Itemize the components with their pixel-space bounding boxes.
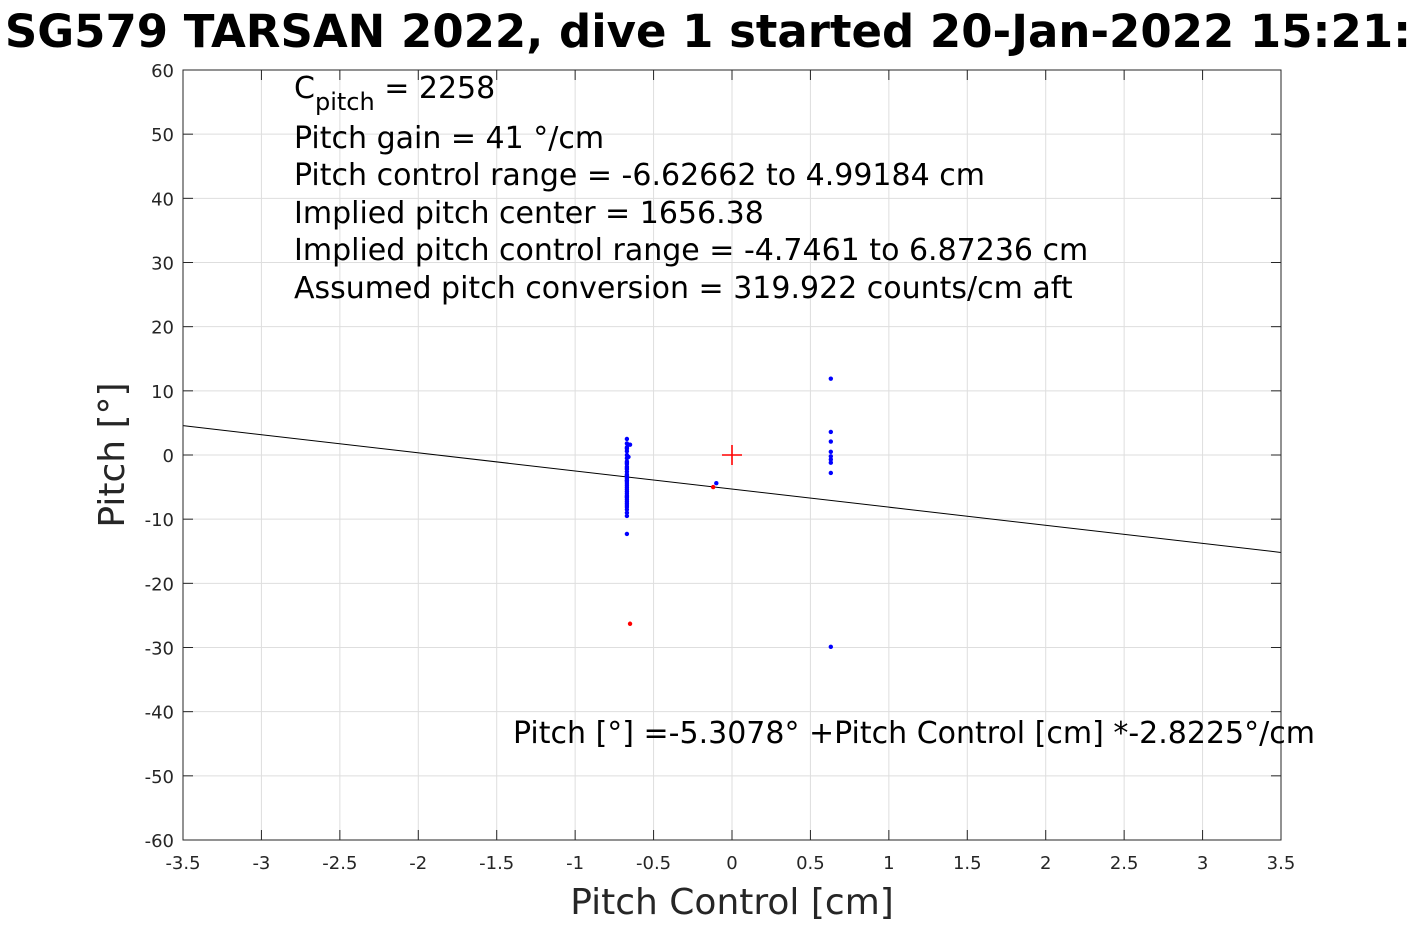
data-point xyxy=(627,442,633,447)
data-point xyxy=(624,513,630,519)
y-tick-label: -40 xyxy=(145,703,174,724)
data-point xyxy=(626,454,631,460)
x-tick-label: -1 xyxy=(566,853,584,874)
c-pitch-symbol: C xyxy=(294,71,315,106)
center-marker-layer xyxy=(722,445,742,465)
data-point xyxy=(710,484,716,490)
implied-pitch-control-range-annotation: Implied pitch control range = -4.7461 to… xyxy=(294,233,1088,268)
data-point xyxy=(828,376,834,381)
fit-line-layer xyxy=(182,425,1282,553)
data-point xyxy=(828,460,834,465)
y-tick-label: 10 xyxy=(151,382,174,403)
x-tick-label: 3.5 xyxy=(1267,853,1296,874)
fit-line xyxy=(182,425,1282,553)
data-point xyxy=(624,460,630,465)
data-point xyxy=(828,439,834,444)
y-tick-label: 50 xyxy=(151,125,174,146)
y-tick-label: -60 xyxy=(145,831,174,852)
data-point xyxy=(624,494,630,499)
data-point xyxy=(624,531,630,537)
data-point xyxy=(828,429,834,435)
x-tick-label: 0.5 xyxy=(796,853,825,874)
chart-title: SG579 TARSAN 2022, dive 1 started 20-Jan… xyxy=(5,5,1411,58)
y-tick-label: -30 xyxy=(145,639,174,660)
c-pitch-value: = 2258 xyxy=(375,71,496,106)
x-tick-label: -3 xyxy=(252,853,270,874)
x-tick-label: 1.5 xyxy=(953,853,982,874)
data-point xyxy=(828,457,834,462)
pitch-conversion-annotation: Assumed pitch conversion = 319.922 count… xyxy=(294,271,1073,306)
y-tick-label: -50 xyxy=(145,767,174,788)
x-tick-label: 2 xyxy=(1040,853,1051,874)
fit-equation-annotation: Pitch [°] =-5.3078° +Pitch Control [cm] … xyxy=(513,716,1315,751)
x-tick-label: -0.5 xyxy=(636,853,671,874)
y-tick-label: -20 xyxy=(145,574,174,595)
data-point xyxy=(624,436,630,442)
ticks: -3.5 -3 -2.5 -2 -1.5 -1 -0.5 0 0.5 1 1.5 2 2.5 3 3.5 -6… xyxy=(145,61,1296,874)
x-axis-label: Pitch Control [cm] xyxy=(570,882,894,923)
y-tick-label: 30 xyxy=(151,254,174,275)
data-point xyxy=(828,644,834,650)
c-pitch-annotation: Cpitch = 2258 xyxy=(294,71,495,116)
x-tick-label: -1.5 xyxy=(479,853,514,874)
y-tick-label: 20 xyxy=(151,318,174,339)
y-tick-label: 0 xyxy=(163,446,174,467)
implied-pitch-center-annotation: Implied pitch center = 1656.38 xyxy=(294,196,764,231)
x-tick-label: 1 xyxy=(883,853,894,874)
data-point xyxy=(624,473,630,478)
data-point xyxy=(624,446,630,451)
data-point xyxy=(828,470,834,476)
x-tick-label: 3 xyxy=(1197,853,1208,874)
data-point xyxy=(627,621,633,626)
data-point xyxy=(624,510,630,515)
x-tick-label: -2.5 xyxy=(322,853,357,874)
c-pitch-subscript: pitch xyxy=(315,88,375,116)
pitch-control-range-annotation: Pitch control range = -6.62662 to 4.9918… xyxy=(294,158,985,193)
x-tick-label: 2.5 xyxy=(1110,853,1139,874)
x-tick-label: -2 xyxy=(409,853,427,874)
y-tick-label: 60 xyxy=(151,61,174,82)
y-tick-label: -10 xyxy=(145,510,174,531)
data-point xyxy=(624,478,630,483)
data-point xyxy=(624,465,630,471)
y-axis-label: Pitch [°] xyxy=(92,382,133,527)
y-tick-label: 40 xyxy=(151,189,174,210)
data-point xyxy=(828,454,834,459)
x-tick-label: 0 xyxy=(726,853,737,874)
data-point xyxy=(828,449,834,454)
grid xyxy=(182,69,1282,841)
pitch-gain-annotation: Pitch gain = 41 °/cm xyxy=(294,121,604,156)
data-point xyxy=(714,481,719,486)
data-point xyxy=(624,507,630,512)
x-tick-label: -3.5 xyxy=(165,853,200,874)
data-points xyxy=(624,376,834,650)
